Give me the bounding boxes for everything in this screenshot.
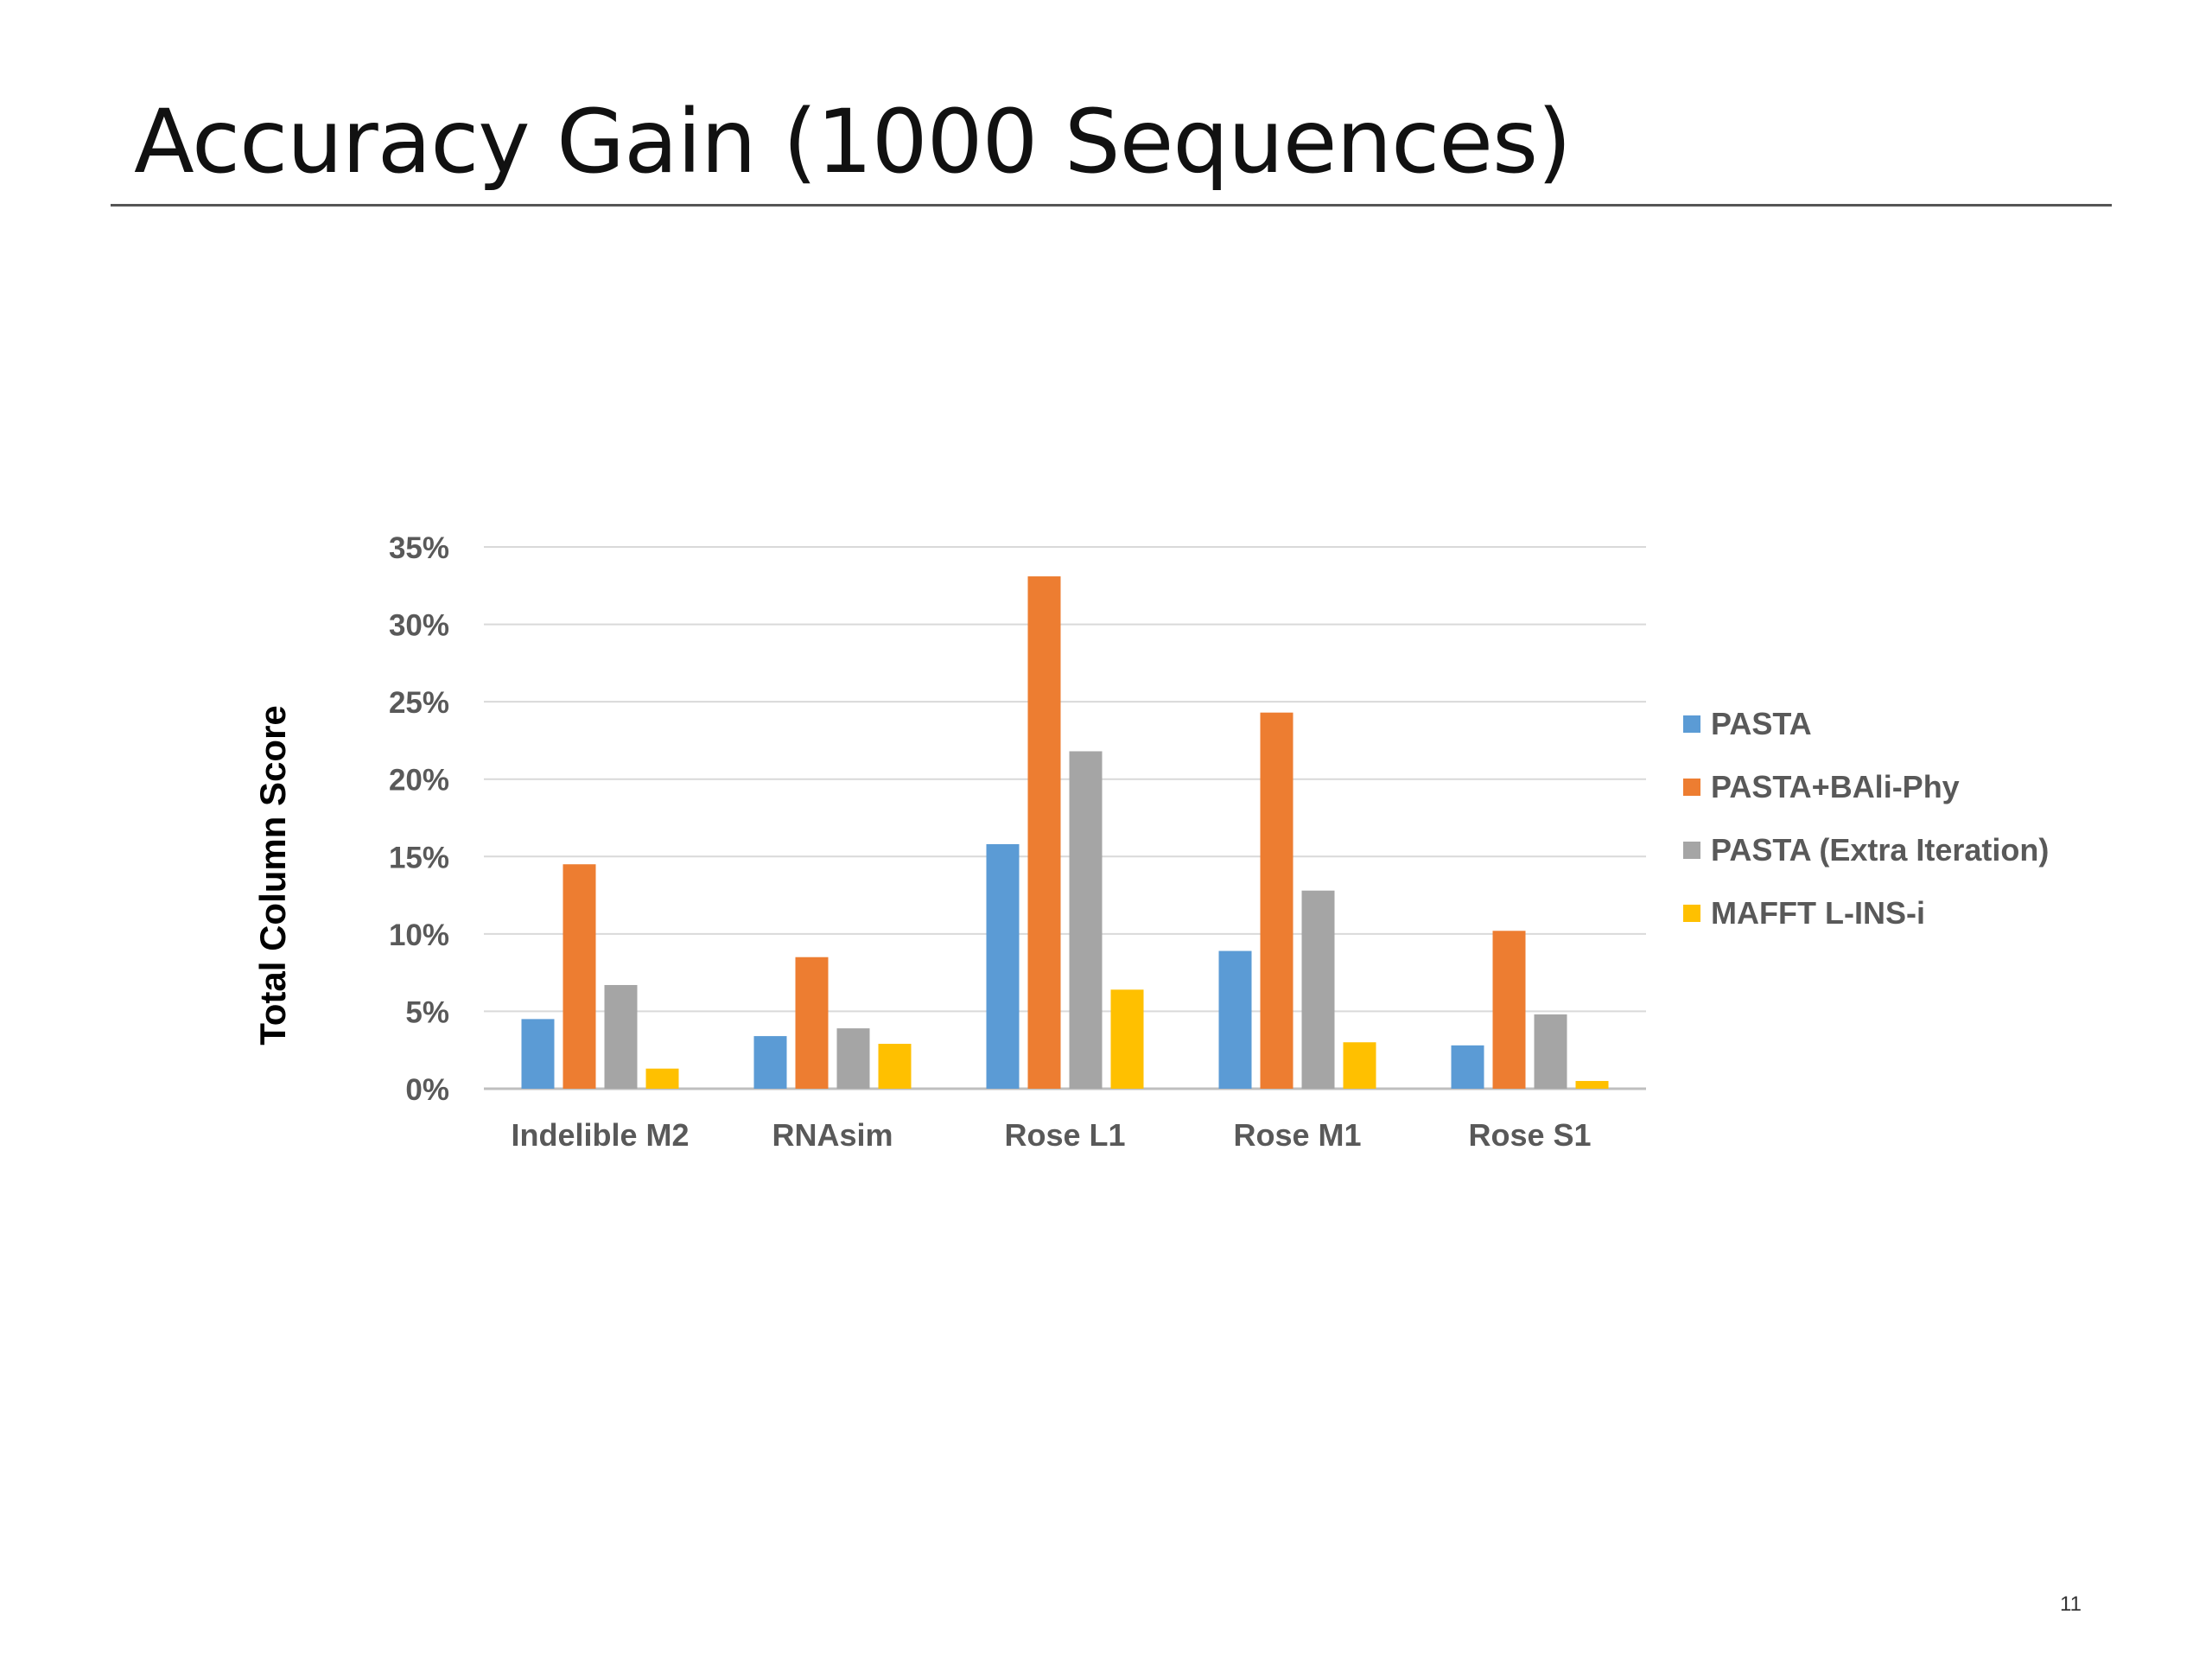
bar-pasta-extra-iteration-rose-l1: [1069, 751, 1103, 1089]
bar-mafft-l-ins-i-rose-l1: [1110, 989, 1144, 1089]
bar-pasta-bali-phy-rose-m1: [1260, 712, 1294, 1089]
legend-swatch: [1683, 779, 1700, 796]
legend-item: PASTA (Extra Iteration): [1683, 832, 2050, 868]
title-divider: [111, 204, 2112, 207]
bar-pasta-rnasim: [753, 1036, 787, 1089]
bar-pasta-extra-iteration-indelible-m2: [604, 984, 638, 1089]
bar-pasta-rose-m1: [1218, 950, 1252, 1089]
legend-label: PASTA (Extra Iteration): [1711, 832, 2050, 868]
bar-pasta-extra-iteration-rose-m1: [1301, 890, 1335, 1089]
y-tick-label: 20%: [389, 764, 449, 798]
slide-title: Accuracy Gain (1000 Sequences): [134, 91, 1572, 194]
page-number: 11: [2060, 1592, 2082, 1616]
legend-swatch: [1683, 905, 1700, 922]
legend-swatch: [1683, 842, 1700, 859]
x-tick-label: Rose S1: [1468, 1117, 1591, 1153]
legend-label: PASTA: [1711, 706, 1812, 741]
bar-pasta-rose-s1: [1451, 1045, 1484, 1089]
legend-item: PASTA+BAli-Phy: [1683, 769, 2049, 804]
gridlines: [484, 546, 1646, 1090]
bar-mafft-l-ins-i-rose-s1: [1575, 1081, 1609, 1089]
bar-pasta-bali-phy-rose-s1: [1492, 931, 1526, 1089]
y-tick-label: 30%: [389, 609, 449, 643]
bar-pasta-indelible-m2: [521, 1019, 555, 1089]
y-tick-labels: 0% 5% 10% 15% 20% 25% 30% 35%: [389, 531, 449, 1107]
legend-label: PASTA+BAli-Phy: [1711, 769, 1960, 804]
x-tick-labels: Indelible M2 RNAsim Rose L1 Rose M1 Rose S1: [511, 1117, 1591, 1153]
chart-legend: PASTA PASTA+BAli-Phy PASTA (Extra Iteratio…: [1683, 706, 2050, 959]
bar-pasta-bali-phy-rose-l1: [1027, 576, 1061, 1089]
bar-pasta-bali-phy-indelible-m2: [563, 864, 596, 1089]
x-tick-label: RNAsim: [772, 1117, 893, 1153]
legend-item: PASTA: [1683, 706, 2049, 741]
legend-swatch: [1683, 715, 1700, 733]
bar-mafft-l-ins-i-rnasim: [878, 1044, 912, 1089]
y-tick-label: 10%: [389, 918, 449, 952]
x-tick-label: Rose M1: [1233, 1117, 1361, 1153]
y-tick-label: 15%: [389, 841, 449, 874]
bar-pasta-extra-iteration-rnasim: [836, 1028, 870, 1089]
y-tick-label: 35%: [389, 531, 449, 565]
y-tick-label: 5%: [405, 995, 449, 1029]
legend-item: MAFFT L-INS-i: [1683, 895, 2049, 931]
bar-pasta-bali-phy-rnasim: [795, 957, 829, 1089]
bars: [521, 576, 1609, 1089]
bar-mafft-l-ins-i-rose-m1: [1343, 1042, 1376, 1089]
x-tick-label: Indelible M2: [511, 1117, 689, 1153]
y-tick-label: 25%: [389, 686, 449, 720]
bar-mafft-l-ins-i-indelible-m2: [645, 1068, 679, 1089]
x-tick-label: Rose L1: [1004, 1117, 1125, 1153]
bar-pasta-rose-l1: [986, 843, 1020, 1089]
legend-label: MAFFT L-INS-i: [1711, 895, 1925, 931]
bar-pasta-extra-iteration-rose-s1: [1534, 1014, 1567, 1089]
y-axis-title: Total Column Score: [252, 705, 293, 1046]
y-tick-label: 0%: [405, 1073, 449, 1107]
